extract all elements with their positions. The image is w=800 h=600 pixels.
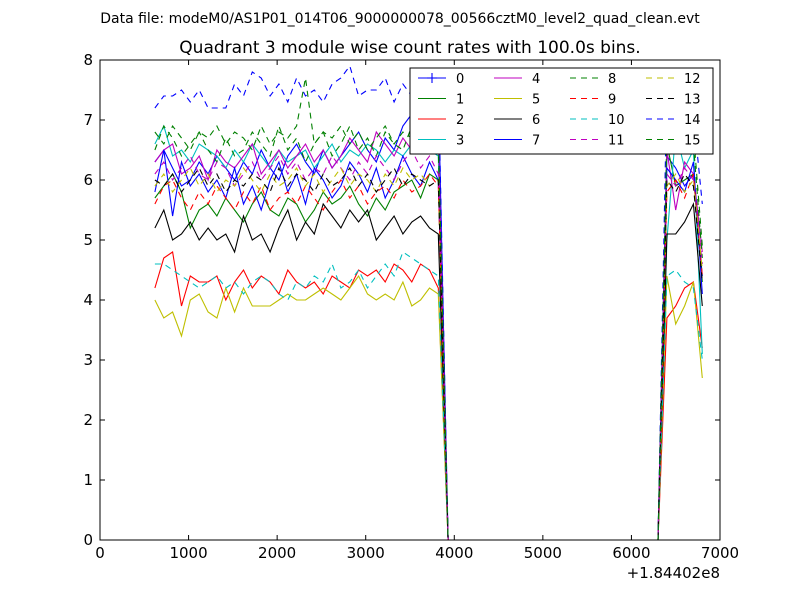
series-line-14 [154,64,703,540]
series-line-6 [154,201,703,540]
x-tick-label: 3000 [347,544,385,562]
series-line-1 [154,143,703,540]
y-tick-label: 3 [83,351,93,369]
x-tick-label: 2000 [258,544,296,562]
series-line-11 [154,148,703,540]
legend-label-12: 12 [684,72,701,87]
series-line-7 [154,149,703,540]
y-tick-label: 8 [83,51,93,69]
series-line-3 [154,124,703,540]
legend-label-6: 6 [532,113,540,128]
series-line-4 [154,124,703,540]
y-tick-label: 0 [83,531,93,549]
legend-label-9: 9 [608,93,616,108]
legend-label-1: 1 [456,93,464,108]
figure-suptitle: Data file: modeM0/AS1P01_014T06_90000000… [100,11,700,27]
series-line-9 [154,173,703,540]
legend-label-14: 14 [684,113,701,128]
series-line-13 [154,166,703,540]
series-line-15 [154,77,703,540]
x-tick-label: 7000 [701,544,739,562]
x-offset-label: +1.84402e8 [627,564,720,582]
legend-label-15: 15 [684,134,701,149]
legend-label-10: 10 [608,113,625,128]
series-line-8 [154,124,703,540]
legend-label-11: 11 [608,134,625,149]
y-tick-label: 1 [83,471,93,489]
x-tick-label: 6000 [612,544,650,562]
legend-label-4: 4 [532,72,540,87]
legend-label-8: 8 [608,72,616,87]
y-tick-label: 7 [83,111,93,129]
legend-label-5: 5 [532,93,540,108]
legend-label-0: 0 [456,72,464,87]
y-tick-label: 4 [83,291,93,309]
y-tick-label: 6 [83,171,93,189]
y-tick-label: 2 [83,411,93,429]
y-tick-label: 5 [83,231,93,249]
x-tick-label: 1000 [169,544,207,562]
legend-label-7: 7 [532,134,540,149]
series-line-2 [154,251,703,540]
x-tick-label: 5000 [524,544,562,562]
legend-label-13: 13 [684,93,701,108]
x-tick-label: 0 [95,544,105,562]
plot-area [154,64,703,540]
legend-label-3: 3 [456,134,464,149]
legend-label-2: 2 [456,113,464,128]
series-line-12 [154,166,703,540]
series-line-5 [154,274,703,540]
x-tick-label: 4000 [435,544,473,562]
chart-title: Quadrant 3 module wise count rates with … [179,38,640,58]
series-line-10 [154,251,703,540]
